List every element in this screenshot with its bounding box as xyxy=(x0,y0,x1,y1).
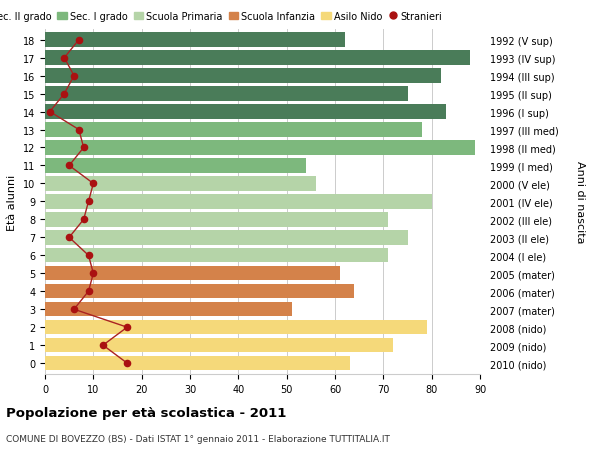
Point xyxy=(45,109,55,116)
Y-axis label: Età alunni: Età alunni xyxy=(7,174,17,230)
Bar xyxy=(45,230,407,245)
Bar xyxy=(45,105,446,119)
Point xyxy=(89,270,98,277)
Bar xyxy=(45,123,422,137)
Point xyxy=(89,180,98,188)
Y-axis label: Anni di nascita: Anni di nascita xyxy=(575,161,585,243)
Bar xyxy=(45,34,344,48)
Bar xyxy=(45,51,470,66)
Bar xyxy=(45,213,388,227)
Bar xyxy=(45,302,292,317)
Bar xyxy=(45,141,475,155)
Point xyxy=(98,341,108,349)
Bar xyxy=(45,267,340,281)
Point xyxy=(79,145,88,152)
Bar xyxy=(45,320,427,335)
Point xyxy=(59,55,69,62)
Bar xyxy=(45,159,306,173)
Legend: Sec. II grado, Sec. I grado, Scuola Primaria, Scuola Infanzia, Asilo Nido, Stran: Sec. II grado, Sec. I grado, Scuola Prim… xyxy=(0,11,442,22)
Bar xyxy=(45,177,316,191)
Point xyxy=(64,162,74,170)
Bar xyxy=(45,356,350,370)
Bar xyxy=(45,338,393,353)
Text: Popolazione per età scolastica - 2011: Popolazione per età scolastica - 2011 xyxy=(6,406,286,419)
Point xyxy=(122,360,132,367)
Point xyxy=(79,216,88,224)
Bar xyxy=(45,249,388,263)
Point xyxy=(69,306,79,313)
Point xyxy=(64,234,74,241)
Point xyxy=(84,252,94,259)
Point xyxy=(84,288,94,295)
Bar xyxy=(45,285,355,299)
Point xyxy=(74,127,83,134)
Point xyxy=(59,91,69,98)
Point xyxy=(84,198,94,206)
Point xyxy=(122,324,132,331)
Point xyxy=(69,73,79,80)
Bar xyxy=(45,87,407,101)
Bar xyxy=(45,69,442,84)
Text: COMUNE DI BOVEZZO (BS) - Dati ISTAT 1° gennaio 2011 - Elaborazione TUTTITALIA.IT: COMUNE DI BOVEZZO (BS) - Dati ISTAT 1° g… xyxy=(6,434,390,443)
Bar xyxy=(45,195,431,209)
Point xyxy=(74,37,83,44)
